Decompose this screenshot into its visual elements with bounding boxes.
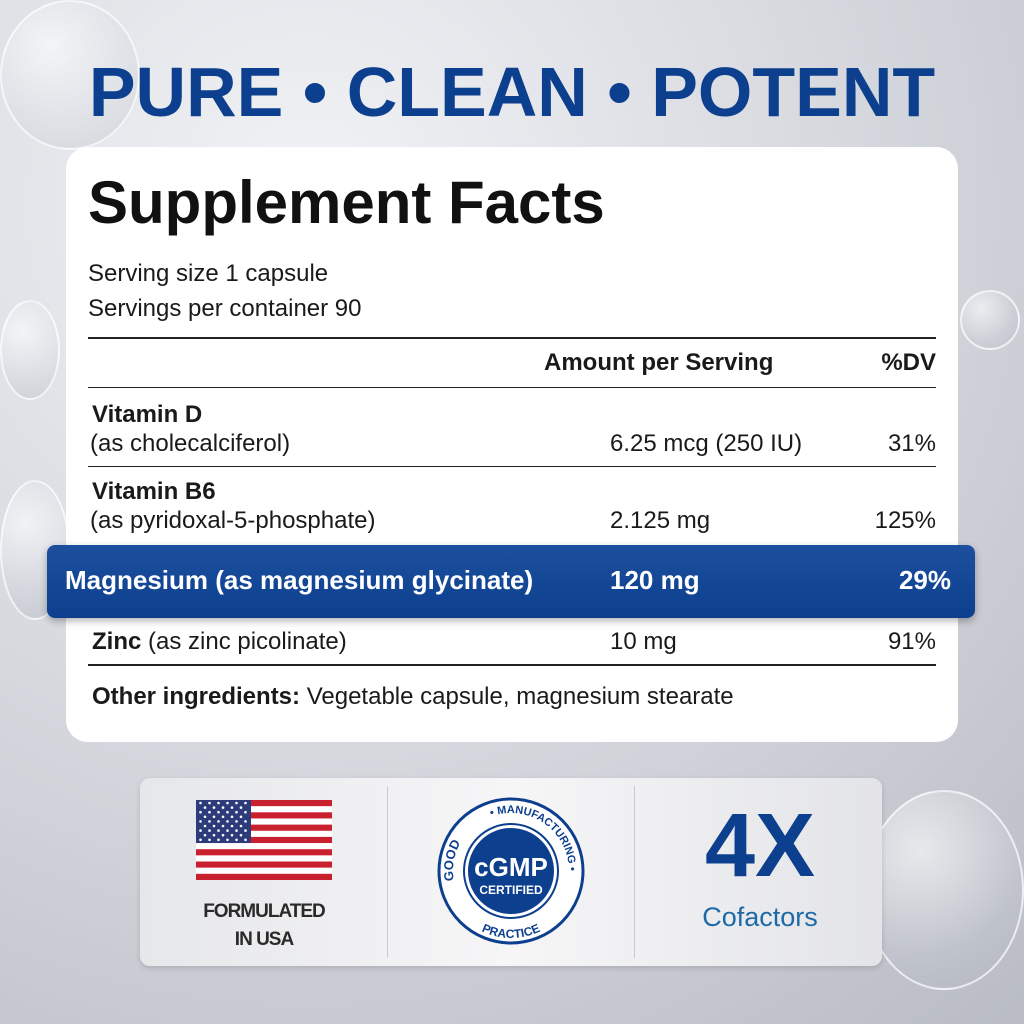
flag-star <box>235 829 238 832</box>
flag-star <box>221 806 225 809</box>
flag-star <box>226 829 229 832</box>
flag-star <box>217 801 220 805</box>
cgmp-certified-text: CERTIFIED <box>479 883 543 897</box>
flag-star <box>235 820 238 823</box>
highlight-row-magnesium: Magnesium (as magnesium glycinate) 120 m… <box>47 545 975 618</box>
flag-star <box>208 829 211 832</box>
flag-star <box>230 833 234 837</box>
header-amount: Amount per Serving <box>544 349 774 376</box>
nutrient-amount: 120 mg <box>610 565 700 595</box>
decorative-bubble <box>864 790 1024 990</box>
other-ingredients-label: Other ingredients: <box>92 683 301 710</box>
usa-line1: FORMULATED <box>203 901 326 922</box>
flag-star <box>199 820 202 823</box>
flag-star <box>226 820 229 823</box>
flag-star <box>239 833 243 837</box>
flag-star <box>208 810 211 814</box>
flag-star <box>208 801 211 805</box>
supplement-facts-card <box>66 147 958 742</box>
flag-star <box>230 806 234 809</box>
divider <box>88 337 936 339</box>
flag-star <box>212 833 216 837</box>
flag-star <box>226 838 229 842</box>
facts-title: Supplement Facts <box>88 169 605 236</box>
cgmp-center-text: cGMP <box>474 852 548 882</box>
nutrient-name: Vitamin B6 <box>92 478 216 505</box>
usa-line2: IN USA <box>234 929 294 950</box>
flag-star <box>203 833 207 837</box>
flag-star <box>235 838 238 842</box>
divider <box>88 664 936 666</box>
flag-star <box>226 801 229 805</box>
us-flag-icon <box>196 800 332 880</box>
flag-star <box>208 820 211 823</box>
flag-star <box>244 801 247 805</box>
flag-star <box>230 824 234 828</box>
flag-star <box>239 815 243 819</box>
divider <box>88 466 936 467</box>
flag-star <box>244 820 247 823</box>
flag-star <box>244 838 247 842</box>
flag-star <box>217 810 220 814</box>
flag-star <box>212 806 216 809</box>
divider <box>634 786 635 958</box>
cgmp-practice-text: PRACTICE <box>480 921 542 941</box>
flag-star <box>212 815 216 819</box>
flag-star <box>235 810 238 814</box>
nutrient-form: (as cholecalciferol) <box>90 430 291 457</box>
nutrient-dv: 31% <box>887 430 936 457</box>
nutrient-name: Vitamin D <box>92 401 203 428</box>
other-ingredients-value: Vegetable capsule, magnesium stearate <box>306 683 734 710</box>
flag-star <box>212 824 216 828</box>
flag-star <box>217 838 220 842</box>
flag-star <box>239 806 243 809</box>
flag-star <box>199 838 202 842</box>
flag-star <box>203 824 207 828</box>
flag-star <box>199 810 202 814</box>
nutrient-dv: 91% <box>887 628 936 655</box>
nutrient-amount: 2.125 mg <box>610 507 711 534</box>
servings-per-container: Servings per container 90 <box>88 295 362 322</box>
cofactor-label: Cofactors <box>702 902 818 932</box>
decorative-bubble <box>0 300 60 400</box>
decorative-bubble <box>0 0 140 150</box>
formulated-in-usa-label: FORMULATED IN USA <box>160 898 368 954</box>
flag-star <box>221 824 225 828</box>
flag-star <box>244 829 247 832</box>
nutrient-name: Zinc <box>92 628 142 655</box>
flag-star <box>239 824 243 828</box>
flag-star <box>217 820 220 823</box>
cofactor-count: 4X <box>704 796 816 896</box>
nutrient-amount: 10 mg <box>610 628 677 655</box>
decorative-bubble <box>960 290 1020 350</box>
header-dv: %DV <box>881 349 936 376</box>
nutrient-amount: 6.25 mcg (250 IU) <box>610 430 803 457</box>
nutrient-name: Magnesium (as magnesium glycinate) <box>65 565 534 595</box>
divider <box>387 786 388 958</box>
flag-star <box>235 801 238 805</box>
nutrient-dv: 125% <box>874 507 936 534</box>
flag-star <box>203 815 207 819</box>
flag-star <box>221 833 225 837</box>
nutrient-form: (as zinc picolinate) <box>148 628 347 655</box>
nutrient-row-zinc: Zinc (as zinc picolinate) <box>92 628 347 656</box>
flag-star <box>221 815 225 819</box>
cgmp-seal-icon: GOOD • MANUFACTURING • PRACTICE cGMP CER… <box>437 797 585 945</box>
flag-star <box>226 810 229 814</box>
nutrient-form: (as pyridoxal-5-phosphate) <box>90 507 376 534</box>
flag-star <box>199 829 202 832</box>
nutrient-dv: 29% <box>898 565 951 595</box>
divider <box>88 387 936 388</box>
headline: PURE • CLEAN • POTENT <box>88 53 936 131</box>
flag-star <box>208 838 211 842</box>
flag-star <box>230 815 234 819</box>
flag-star <box>203 806 207 809</box>
flag-star <box>244 810 247 814</box>
badge-strip: FORMULATED IN USA GOOD • MANUFACTURING •… <box>140 778 882 966</box>
flag-star <box>217 829 220 832</box>
flag-star <box>199 801 202 805</box>
serving-size: Serving size 1 capsule <box>88 260 329 287</box>
other-ingredients: Other ingredients: Vegetable capsule, ma… <box>92 683 734 711</box>
